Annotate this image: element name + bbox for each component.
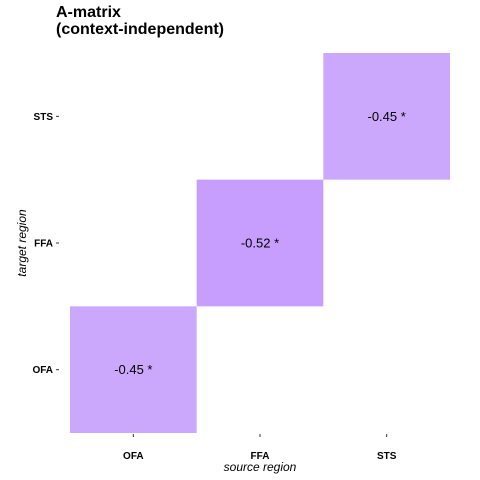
cell-labels: -0.45 * -0.52 * -0.45 * (114, 109, 406, 377)
y-tick-label-ofa: OFA (32, 365, 53, 376)
x-tick-label-ffa: FFA (251, 451, 270, 462)
y-tick-label-ffa: FFA (34, 239, 53, 250)
heatmap-cell-ofa-ofa (70, 306, 197, 433)
y-axis: OFA FFA STS (32, 112, 59, 376)
heatmap-cell-ffa-ffa (196, 179, 324, 307)
x-axis-title: source region (224, 460, 297, 474)
chart-title: A-matrix (context-independent) (56, 4, 224, 38)
cell-label-sts-sts: -0.45 * (368, 109, 406, 124)
x-tick-label-sts: STS (377, 451, 397, 462)
heatmap-cell-sts-sts (323, 53, 450, 180)
cell-label-ffa-ffa: -0.52 * (241, 236, 279, 251)
x-axis: OFA FFA STS (123, 434, 397, 462)
y-tick-label-sts: STS (34, 112, 54, 123)
x-tick-label-ofa: OFA (123, 451, 144, 462)
heatmap-cells (70, 53, 450, 433)
cell-label-ofa-ofa: -0.45 * (114, 362, 152, 377)
y-axis-title: target region (15, 209, 29, 277)
